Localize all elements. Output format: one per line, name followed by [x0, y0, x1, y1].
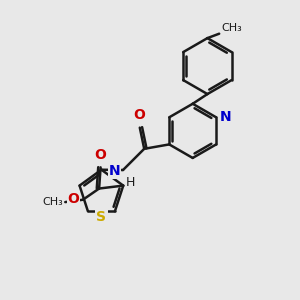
Text: O: O [94, 148, 106, 162]
Text: H: H [125, 176, 135, 189]
Text: O: O [68, 192, 80, 206]
Text: S: S [96, 210, 106, 224]
Text: CH₃: CH₃ [221, 23, 242, 33]
Text: O: O [133, 108, 145, 122]
Text: N: N [220, 110, 231, 124]
Text: CH₃: CH₃ [42, 197, 63, 207]
Text: N: N [108, 164, 120, 178]
